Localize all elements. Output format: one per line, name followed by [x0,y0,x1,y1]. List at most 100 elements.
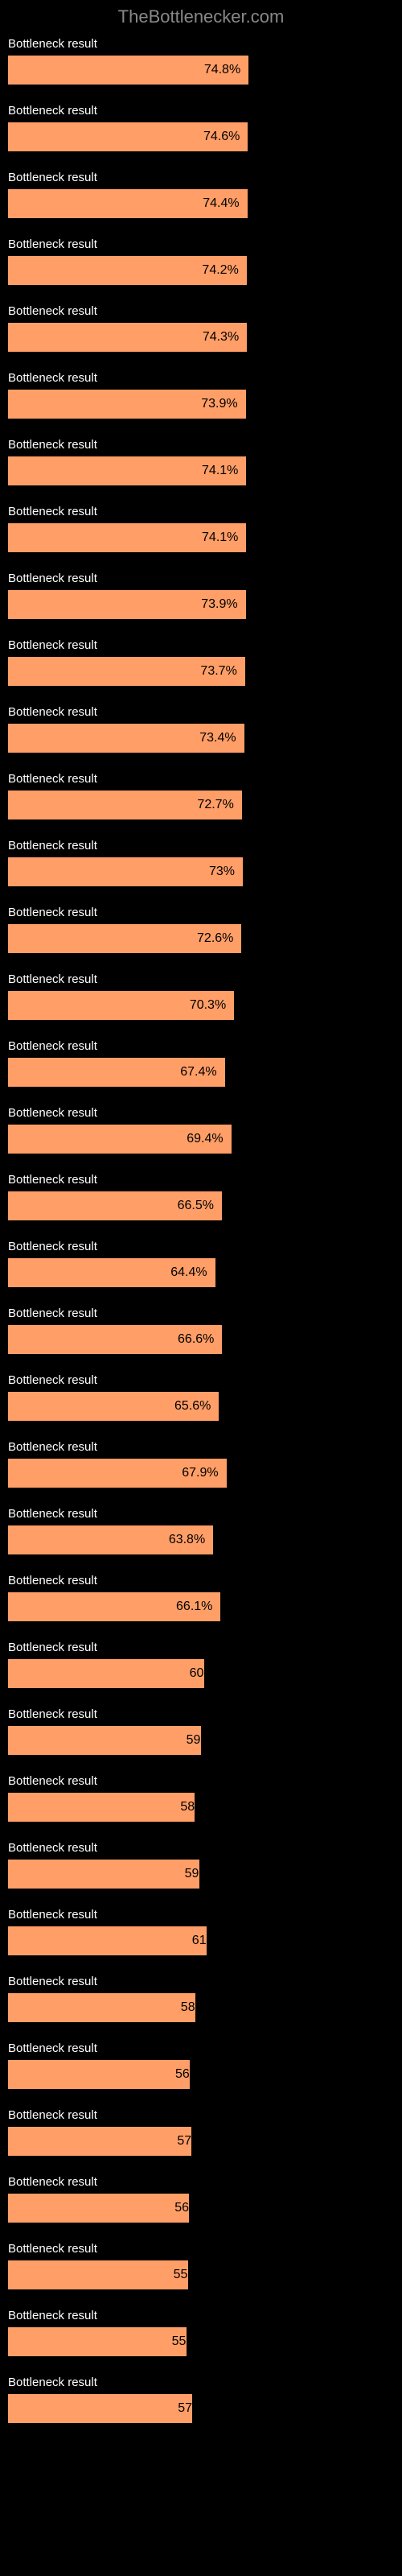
bar-label: Bottleneck result [8,2309,394,2322]
bar-label: Bottleneck result [8,1173,394,1187]
bar-track: 69.4% [8,1125,394,1154]
bar-row: Bottleneck result74.2% [8,237,394,285]
bar-fill [8,1726,201,1755]
bar-fill [8,2260,188,2289]
bar-row: Bottleneck result65.6% [8,1373,394,1421]
bar-row: Bottleneck result64.4% [8,1240,394,1287]
bar-value: 57.1% [177,2134,213,2149]
bar-fill: 70.3% [8,991,234,1020]
bar-value: 57.3% [178,2401,214,2416]
bar-value: 69.4% [187,1132,223,1146]
bar-value: 58.1% [180,1800,216,1814]
bar-track: 73.4% [8,724,394,753]
bar-label: Bottleneck result [8,2108,394,2122]
bar-track: 66.5% [8,1191,394,1220]
bar-fill [8,2194,189,2223]
bar-row: Bottleneck result 58.2% [8,1975,394,2022]
bar-label: Bottleneck result [8,1039,394,1053]
bar-track: 58.2% [8,1993,394,2022]
bar-value: 59.9% [187,1733,223,1748]
bar-track: 67.9% [8,1459,394,1488]
bar-track: 59.9% [8,1726,394,1755]
bar-track: 58.1% [8,1793,394,1822]
bar-label: Bottleneck result [8,1908,394,1922]
bar-value: 56.3% [174,2201,211,2215]
bar-row: Bottleneck result 63.8% [8,1507,394,1554]
bar-value: 73.4% [199,731,236,745]
bar-value: 74.1% [202,464,238,478]
bar-value: 73% [209,865,235,879]
bar-label: Bottleneck result [8,371,394,385]
bar-row: Bottleneck result56.5% [8,2041,394,2089]
bar-value: 55.4% [172,2334,208,2349]
bar-row: Bottleneck result55.9% [8,2242,394,2289]
bar-label: Bottleneck result [8,572,394,585]
bar-row: Bottleneck result69.4% [8,1106,394,1154]
bar-row: Bottleneck result70.3% [8,972,394,1020]
bar-value: 72.6% [197,931,233,946]
bar-fill [8,1793,195,1822]
bar-fill [8,1659,204,1688]
bar-fill [8,1926,207,1955]
bar-label: Bottleneck result [8,1975,394,1988]
bar-fill: 67.9% [8,1459,227,1488]
bar-fill: 74.2% [8,256,247,285]
bar-value: 73.9% [201,597,237,612]
bar-row: Bottleneck result 73.9% [8,572,394,619]
bar-value: 67.9% [182,1466,218,1480]
bar-value: 61.7% [192,1934,228,1948]
bar-fill: 66.1% [8,1592,220,1621]
bar-fill [8,2060,190,2089]
bar-track: 55.4% [8,2327,394,2356]
bar-label: Bottleneck result [8,772,394,786]
bottleneck-bar-chart: Bottleneck result74.8%Bottleneck result7… [0,37,402,2458]
bar-value: 58.2% [181,2000,217,2015]
bar-value: 59.4% [185,1867,221,1881]
bar-label: Bottleneck result [8,104,394,118]
bar-track: 74.4% [8,189,394,218]
bar-fill: 72.6% [8,924,241,953]
bar-track: 74.6% [8,122,394,151]
bar-fill: 65.6% [8,1392,219,1421]
bar-track: 59.4% [8,1860,394,1889]
bar-fill [8,2127,191,2156]
bar-fill: 73% [8,857,243,886]
bar-label: Bottleneck result [8,638,394,652]
bar-label: Bottleneck result [8,2175,394,2189]
bar-row: Bottleneck result59.9% [8,1707,394,1755]
bar-row: Bottleneck result58.1% [8,1774,394,1822]
bar-row: Bottleneck result57.3% [8,2376,394,2423]
site-header: TheBottlenecker.com [0,0,402,37]
bar-track: 64.4% [8,1258,394,1287]
bar-fill: 66.6% [8,1325,222,1354]
bar-label: Bottleneck result [8,1574,394,1587]
bar-track: 74.1% [8,523,394,552]
bar-track: 66.1% [8,1592,394,1621]
bar-track: 61.7% [8,1926,394,1955]
bar-track: 73.7% [8,657,394,686]
bar-row: Bottleneck result 66.1% [8,1574,394,1621]
bar-track: 57.1% [8,2127,394,2156]
bar-fill: 74.8% [8,56,248,85]
bar-track: 60.9% [8,1659,394,1688]
bar-label: Bottleneck result [8,1841,394,1855]
bar-value: 74.2% [202,263,238,278]
bar-label: Bottleneck result [8,1507,394,1521]
bar-row: Bottleneck result 74.6% [8,104,394,151]
bar-value: 66.1% [176,1600,212,1614]
bar-value: 63.8% [169,1533,205,1547]
bar-fill: 67.4% [8,1058,225,1087]
bar-value: 64.4% [170,1265,207,1280]
bar-fill [8,1860,199,1889]
bar-value: 66.6% [178,1332,214,1347]
bar-track: 73.9% [8,590,394,619]
bar-row: Bottleneck result74.1% [8,438,394,485]
bar-label: Bottleneck result [8,2041,394,2055]
bar-value: 72.7% [197,798,233,812]
bar-label: Bottleneck result [8,1440,394,1454]
bar-row: Bottleneck result74.3% [8,304,394,352]
bar-label: Bottleneck result [8,1307,394,1320]
bar-row: Bottleneck result73.9% [8,371,394,419]
bar-value: 74.3% [203,330,239,345]
bar-fill: 63.8% [8,1525,213,1554]
